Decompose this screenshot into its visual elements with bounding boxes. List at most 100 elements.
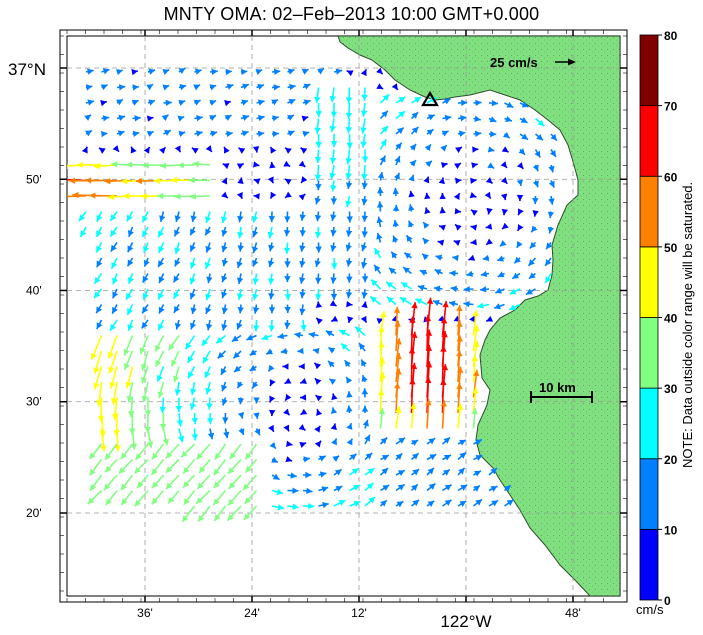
current-vector-head <box>196 497 203 504</box>
current-vector-head <box>509 288 517 295</box>
current-vector-head <box>485 223 493 230</box>
scale-bar-label: 10 km <box>539 380 576 395</box>
current-vector-head <box>283 408 290 416</box>
current-vector-head <box>378 408 386 415</box>
current-vector-head <box>395 406 402 413</box>
current-vector-head <box>142 306 149 314</box>
current-vector-head <box>110 244 117 252</box>
current-vector-head <box>224 115 232 121</box>
lat-tick-label: 50' <box>26 172 42 186</box>
current-vector-head <box>222 417 229 424</box>
current-vector-head <box>277 332 284 340</box>
current-vector-head <box>268 260 275 268</box>
current-vector-head <box>351 468 359 475</box>
current-vector-head <box>238 428 245 435</box>
current-vector-head <box>394 156 401 163</box>
current-vector-head <box>345 97 353 104</box>
current-vector-head <box>270 146 277 154</box>
current-vector-head <box>204 371 211 379</box>
current-vector-head <box>370 296 377 303</box>
current-vector-head <box>236 261 243 269</box>
current-vector-head <box>443 437 451 444</box>
current-vector-head <box>349 453 357 461</box>
current-vector-head <box>474 470 481 477</box>
current-vector-head <box>398 96 406 103</box>
current-vector-head <box>461 99 468 107</box>
current-vector-head <box>425 160 432 168</box>
current-vector-head <box>236 322 243 330</box>
current-vector-head <box>131 99 139 106</box>
current-vector-head <box>268 244 275 252</box>
current-vector-head <box>112 291 119 299</box>
current-vector-head <box>143 259 150 267</box>
current-vector-head <box>87 99 95 106</box>
current-vector-head <box>425 376 432 384</box>
colorbar-segment <box>639 387 659 460</box>
current-vector-head <box>244 497 252 504</box>
current-vector-head <box>548 198 555 205</box>
current-vector-head <box>241 68 248 76</box>
colorbar-note: NOTE: Data outside color range will be s… <box>680 182 695 468</box>
current-vector-head <box>425 399 432 406</box>
current-vector-head <box>283 230 291 237</box>
current-vector-head <box>213 498 220 506</box>
current-vector-head <box>332 455 340 462</box>
current-vector-head <box>364 434 370 442</box>
current-vector-head <box>220 216 228 223</box>
current-vector-head <box>299 291 306 299</box>
current-vector-head <box>246 334 254 341</box>
current-vector-head <box>297 347 304 355</box>
current-vector-head <box>162 438 170 446</box>
current-vector-head <box>99 147 106 154</box>
current-vector-head <box>190 228 196 236</box>
current-vector-head <box>209 84 217 91</box>
current-vector-head <box>111 261 118 269</box>
current-vector-head <box>315 141 322 148</box>
current-vector-head <box>428 438 436 445</box>
current-vector-head <box>376 83 384 89</box>
current-vector-head <box>422 238 430 245</box>
current-vector-head <box>341 343 348 350</box>
current-vector-head <box>162 84 170 91</box>
current-vector-head <box>379 372 386 379</box>
current-vector-head <box>272 115 279 122</box>
current-vector-head <box>252 161 260 168</box>
current-vector-head <box>361 198 368 206</box>
current-vector-head <box>305 471 312 479</box>
current-vector-head <box>427 500 435 507</box>
current-vector-head <box>283 247 291 254</box>
current-vector-head <box>328 347 336 354</box>
current-vector-head <box>308 502 315 510</box>
current-vector-head <box>225 68 232 76</box>
current-vector-head <box>288 99 296 105</box>
current-vector-head <box>458 130 466 137</box>
current-vector-head <box>392 187 400 195</box>
current-vector-head <box>174 259 181 267</box>
current-vector-head <box>411 302 418 309</box>
current-vector-head <box>443 98 451 105</box>
current-vector-head <box>545 276 552 284</box>
current-vector-head <box>125 381 132 389</box>
current-vector-head <box>243 513 251 520</box>
current-vector-head <box>470 224 478 231</box>
current-vector-head <box>329 95 336 103</box>
current-vector-head <box>382 94 390 101</box>
current-vector-head <box>253 397 260 404</box>
current-vector-head <box>550 133 557 141</box>
colorbar-segment <box>639 317 659 389</box>
current-vector-head <box>450 285 458 292</box>
current-vector-head <box>148 99 156 106</box>
current-vector-head <box>424 144 431 152</box>
current-vector-head <box>500 193 508 201</box>
current-vector-head <box>286 440 293 448</box>
current-vector-head <box>224 146 230 154</box>
current-vector-head <box>330 141 338 148</box>
current-vector-head <box>318 455 326 462</box>
current-vector-head <box>532 164 539 172</box>
current-vector-head <box>141 321 148 329</box>
colorbar-tick-label: 40 <box>664 312 678 326</box>
current-vector-head <box>412 469 420 476</box>
current-vector-head <box>403 267 410 274</box>
current-vector-head <box>410 362 418 370</box>
current-vector-head <box>338 500 346 506</box>
